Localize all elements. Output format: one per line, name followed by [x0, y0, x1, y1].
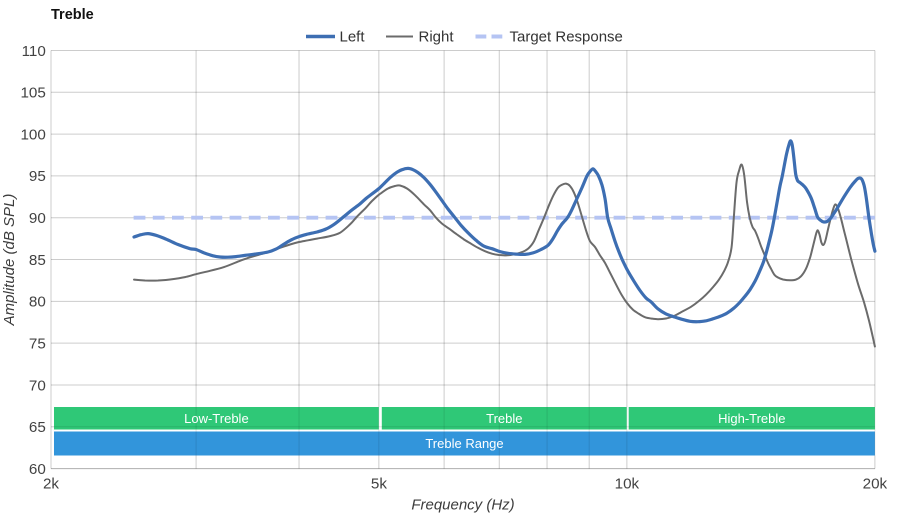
svg-text:105: 105 — [20, 85, 45, 102]
svg-text:Left: Left — [340, 29, 366, 46]
svg-text:Right: Right — [419, 29, 455, 46]
svg-text:5k: 5k — [371, 476, 387, 493]
svg-text:100: 100 — [20, 126, 45, 143]
svg-text:2k: 2k — [43, 476, 59, 493]
svg-text:Frequency (Hz): Frequency (Hz) — [411, 497, 514, 514]
svg-text:75: 75 — [29, 336, 46, 353]
svg-text:90: 90 — [29, 210, 46, 227]
svg-text:Target Response: Target Response — [510, 29, 623, 46]
svg-text:65: 65 — [29, 419, 46, 436]
svg-text:85: 85 — [29, 252, 46, 269]
svg-text:70: 70 — [29, 377, 46, 394]
svg-text:Treble: Treble — [486, 411, 522, 426]
svg-text:80: 80 — [29, 294, 46, 311]
svg-text:High-Treble: High-Treble — [718, 411, 785, 426]
svg-text:Treble: Treble — [51, 7, 94, 23]
svg-text:10k: 10k — [615, 476, 640, 493]
svg-text:Low-Treble: Low-Treble — [184, 411, 249, 426]
svg-text:60: 60 — [29, 461, 46, 478]
svg-text:Treble Range: Treble Range — [425, 436, 503, 451]
svg-text:Amplitude (dB SPL): Amplitude (dB SPL) — [1, 194, 18, 327]
svg-text:110: 110 — [22, 43, 46, 60]
svg-text:20k: 20k — [863, 476, 888, 493]
svg-text:95: 95 — [29, 168, 46, 185]
